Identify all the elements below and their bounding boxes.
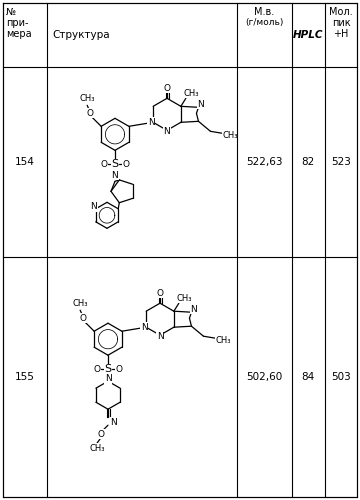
Text: CH₃: CH₃ — [89, 444, 105, 452]
Text: O: O — [98, 430, 104, 438]
Text: N: N — [190, 304, 197, 314]
Text: Мол.: Мол. — [329, 7, 353, 17]
Text: М.в.: М.в. — [254, 7, 274, 17]
Text: S: S — [104, 364, 112, 374]
Text: O: O — [157, 288, 163, 298]
Text: N: N — [105, 374, 111, 382]
Text: 84: 84 — [302, 372, 315, 382]
Text: (г/моль): (г/моль) — [245, 18, 283, 27]
Text: CH₃: CH₃ — [216, 336, 231, 344]
Text: N: N — [164, 127, 170, 136]
Text: 82: 82 — [302, 158, 315, 168]
Text: при-: при- — [6, 18, 28, 28]
Text: №: № — [6, 7, 16, 17]
Text: пик: пик — [332, 18, 350, 28]
Text: N: N — [148, 118, 154, 127]
Text: O: O — [122, 160, 130, 169]
Text: CH₃: CH₃ — [176, 294, 192, 302]
Text: HPLC: HPLC — [293, 30, 324, 40]
Text: N: N — [105, 376, 111, 384]
Text: N: N — [110, 418, 117, 426]
Text: мера: мера — [6, 29, 32, 39]
Text: 523: 523 — [331, 158, 351, 168]
Text: O: O — [87, 109, 94, 118]
Text: CH₃: CH₃ — [80, 94, 95, 103]
Text: S: S — [112, 160, 118, 170]
Text: O: O — [116, 364, 122, 374]
Text: N: N — [141, 322, 148, 332]
Text: Структура: Структура — [52, 30, 110, 40]
Text: O: O — [80, 314, 87, 322]
Text: N: N — [112, 171, 118, 180]
Text: N: N — [197, 100, 204, 109]
Text: O: O — [100, 160, 108, 169]
Text: O: O — [94, 364, 100, 374]
Text: CH₃: CH₃ — [72, 298, 88, 308]
Text: O: O — [163, 84, 171, 93]
Text: +H: +H — [333, 29, 349, 39]
Text: N: N — [90, 202, 97, 211]
Text: 155: 155 — [15, 372, 35, 382]
Text: CH₃: CH₃ — [223, 131, 238, 140]
Text: 502,60: 502,60 — [246, 372, 282, 382]
Text: N: N — [157, 332, 163, 340]
Text: 503: 503 — [331, 372, 351, 382]
Text: 154: 154 — [15, 158, 35, 168]
Text: CH₃: CH₃ — [183, 89, 199, 98]
Text: 522,63: 522,63 — [246, 158, 282, 168]
